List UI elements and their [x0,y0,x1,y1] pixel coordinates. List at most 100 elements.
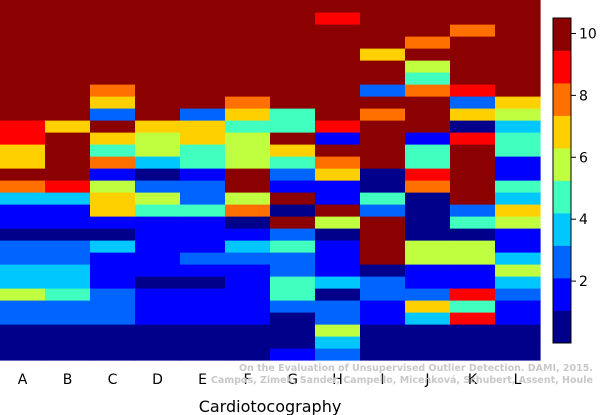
heatmap-cell [405,48,451,61]
heatmap-cell [225,264,271,277]
heatmap-cell [45,228,91,241]
heatmap-cell [90,84,136,97]
column-label: H [332,372,343,388]
heatmap-cell [450,204,496,217]
heatmap-cell [360,60,406,73]
heatmap-cell [405,252,451,265]
heatmap-cell [495,204,541,217]
heatmap-cell [315,336,361,349]
heatmap-cell [360,228,406,241]
heatmap-cell [225,336,271,349]
heatmap-cell [180,156,226,169]
heatmap-cell [405,0,451,13]
heatmap-cell [360,156,406,169]
heatmap-cell [45,312,91,325]
heatmap-cell [90,336,136,349]
heatmap-cell [45,204,91,217]
heatmap-cell [360,312,406,325]
heatmap-cell [495,132,541,145]
heatmap-cell [0,36,46,49]
heatmap-cell [450,312,496,325]
heatmap-cells [0,0,541,361]
heatmap-cell [135,252,181,265]
heatmap-cell [450,288,496,301]
heatmap-cell [225,228,271,241]
heatmap-cell [360,84,406,97]
heatmap-cell [450,12,496,25]
heatmap-cell [405,324,451,337]
heatmap-cell [0,336,46,349]
heatmap-cell [315,144,361,157]
heatmap-cell [90,300,136,313]
heatmap-cell [0,216,46,229]
heatmap-cell [315,300,361,313]
heatmap-cell [45,84,91,97]
heatmap-cell [135,12,181,25]
column-label: A [18,372,28,388]
heatmap-cell [495,324,541,337]
heatmap-cell [180,48,226,61]
heatmap-cell [180,192,226,205]
heatmap-cell [225,240,271,253]
column-label: B [63,372,73,388]
heatmap-cell [225,288,271,301]
heatmap-cell [0,96,46,109]
heatmap-cell [315,132,361,145]
heatmap-cell [180,60,226,73]
column-label: G [287,372,298,388]
heatmap-cell [180,12,226,25]
heatmap-cell [360,72,406,85]
heatmap-cell [180,240,226,253]
heatmap-cell [315,324,361,337]
colorbar-segment [553,83,571,116]
heatmap-cell [405,276,451,289]
heatmap-cell [360,108,406,121]
heatmap-cell [495,312,541,325]
heatmap-cell [270,180,316,193]
heatmap-cell [180,108,226,121]
heatmap-cell [405,72,451,85]
heatmap-cell [315,228,361,241]
colorbar-segment [553,278,571,311]
heatmap-cell [315,216,361,229]
heatmap-cell [270,60,316,73]
colorbar [552,17,572,344]
heatmap-cell [225,204,271,217]
heatmap-cell [270,96,316,109]
heatmap-cell [135,180,181,193]
heatmap-cell [0,120,46,133]
heatmap-cell [495,264,541,277]
heatmap-cell [225,156,271,169]
heatmap-cell [405,348,451,361]
heatmap-cell [450,0,496,13]
heatmap-cell [405,192,451,205]
heatmap-cell [135,276,181,289]
heatmap-cell [315,120,361,133]
heatmap-cell [315,108,361,121]
heatmap-cell [495,192,541,205]
heatmap-cell [90,72,136,85]
heatmap-cell [225,300,271,313]
heatmap-cell [495,168,541,181]
heatmap-cell [270,204,316,217]
heatmap-cell [360,216,406,229]
heatmap-cell [225,180,271,193]
heatmap-cell [135,0,181,13]
heatmap-cell [315,264,361,277]
credit-line-2: Campos, Zimek, Sander, Campello, Micenko… [211,375,593,386]
heatmap-cell [225,324,271,337]
heatmap-cell [225,48,271,61]
heatmap-cell [405,108,451,121]
heatmap-cell [270,120,316,133]
heatmap-cell [360,144,406,157]
heatmap-cell [45,276,91,289]
heatmap-cell [405,312,451,325]
heatmap-cell [90,36,136,49]
heatmap-cell [0,312,46,325]
heatmap-cell [495,216,541,229]
heatmap-cell [450,336,496,349]
heatmap-cell [45,180,91,193]
heatmap-cell [135,156,181,169]
heatmap-cell [450,300,496,313]
heatmap-cell [45,36,91,49]
